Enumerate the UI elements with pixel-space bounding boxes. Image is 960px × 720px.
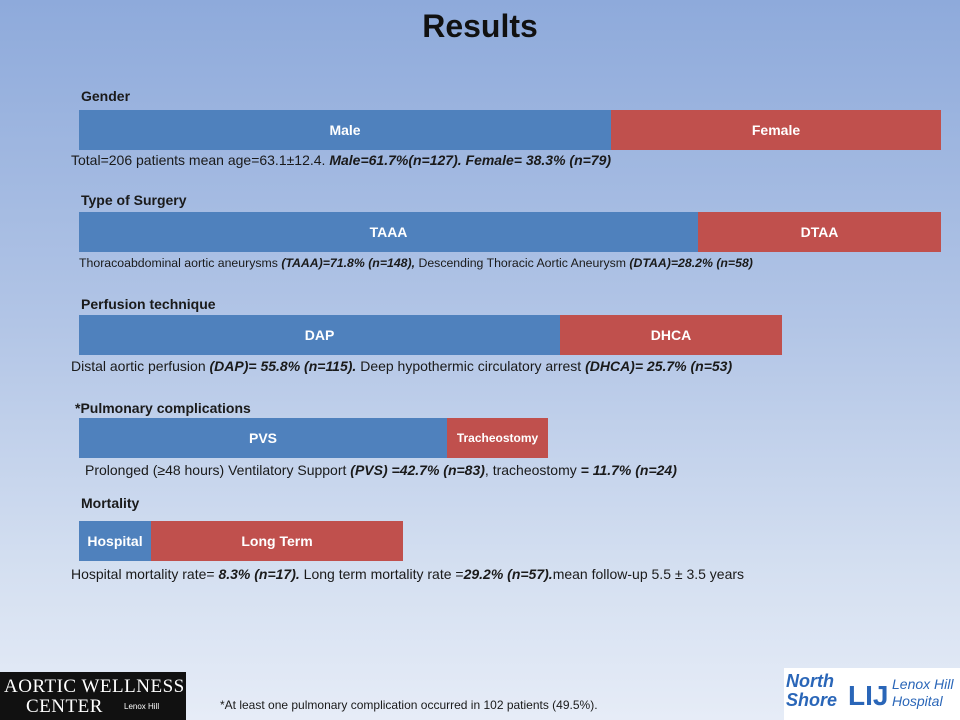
bar-segment-long-term: Long Term bbox=[151, 521, 403, 561]
bar-segment-tracheostomy: Tracheostomy bbox=[447, 418, 548, 458]
page-title: Results bbox=[422, 8, 538, 44]
logo-north-shore: North Shore bbox=[786, 671, 838, 710]
section-label-gender: Gender bbox=[81, 88, 131, 104]
logo-lij: LIJ bbox=[848, 680, 889, 711]
bar-segment-dtaa: DTAA bbox=[698, 212, 941, 252]
logo-lenox-hill-hospital: Lenox Hill Hospital bbox=[892, 676, 954, 709]
bar-segment-female: Female bbox=[611, 110, 941, 150]
description-mortality: Hospital mortality rate= 8.3% (n=17). Lo… bbox=[71, 566, 745, 582]
footnote: *At least one pulmonary complication occ… bbox=[220, 698, 598, 712]
bar-segment-hospital: Hospital bbox=[79, 521, 151, 561]
bar-segment-dap: DAP bbox=[79, 315, 560, 355]
logo-text-line2: CENTER bbox=[26, 696, 103, 717]
bar-segment-pvs: PVS bbox=[79, 418, 447, 458]
description-perfusion-technique: Distal aortic perfusion (DAP)= 55.8% (n=… bbox=[71, 358, 733, 374]
description-type-of-surgery: Thoracoabdominal aortic aneurysms (TAAA)… bbox=[79, 256, 753, 270]
section-label-pulmonary-complications: *Pulmonary complications bbox=[75, 400, 251, 416]
bar-segment-male: Male bbox=[79, 110, 611, 150]
section-label-perfusion-technique: Perfusion technique bbox=[81, 296, 216, 312]
logo-text-line1: AORTIC WELLNESS bbox=[4, 676, 185, 697]
bar-segment-taaa: TAAA bbox=[79, 212, 698, 252]
section-label-type-of-surgery: Type of Surgery bbox=[81, 192, 187, 208]
logo-text-line3: Lenox Hill bbox=[124, 702, 160, 711]
section-label-mortality: Mortality bbox=[81, 495, 140, 511]
bar-segment-dhca: DHCA bbox=[560, 315, 782, 355]
description-pulmonary-complications: Prolonged (≥48 hours) Ventilatory Suppor… bbox=[85, 462, 677, 478]
north-shore-lij-logo: North Shore LIJ Lenox Hill Hospital bbox=[784, 668, 960, 720]
aortic-wellness-logo: AORTIC WELLNESS CENTER Lenox Hill bbox=[0, 672, 186, 720]
description-gender: Total=206 patients mean age=63.1±12.4. M… bbox=[71, 152, 612, 168]
